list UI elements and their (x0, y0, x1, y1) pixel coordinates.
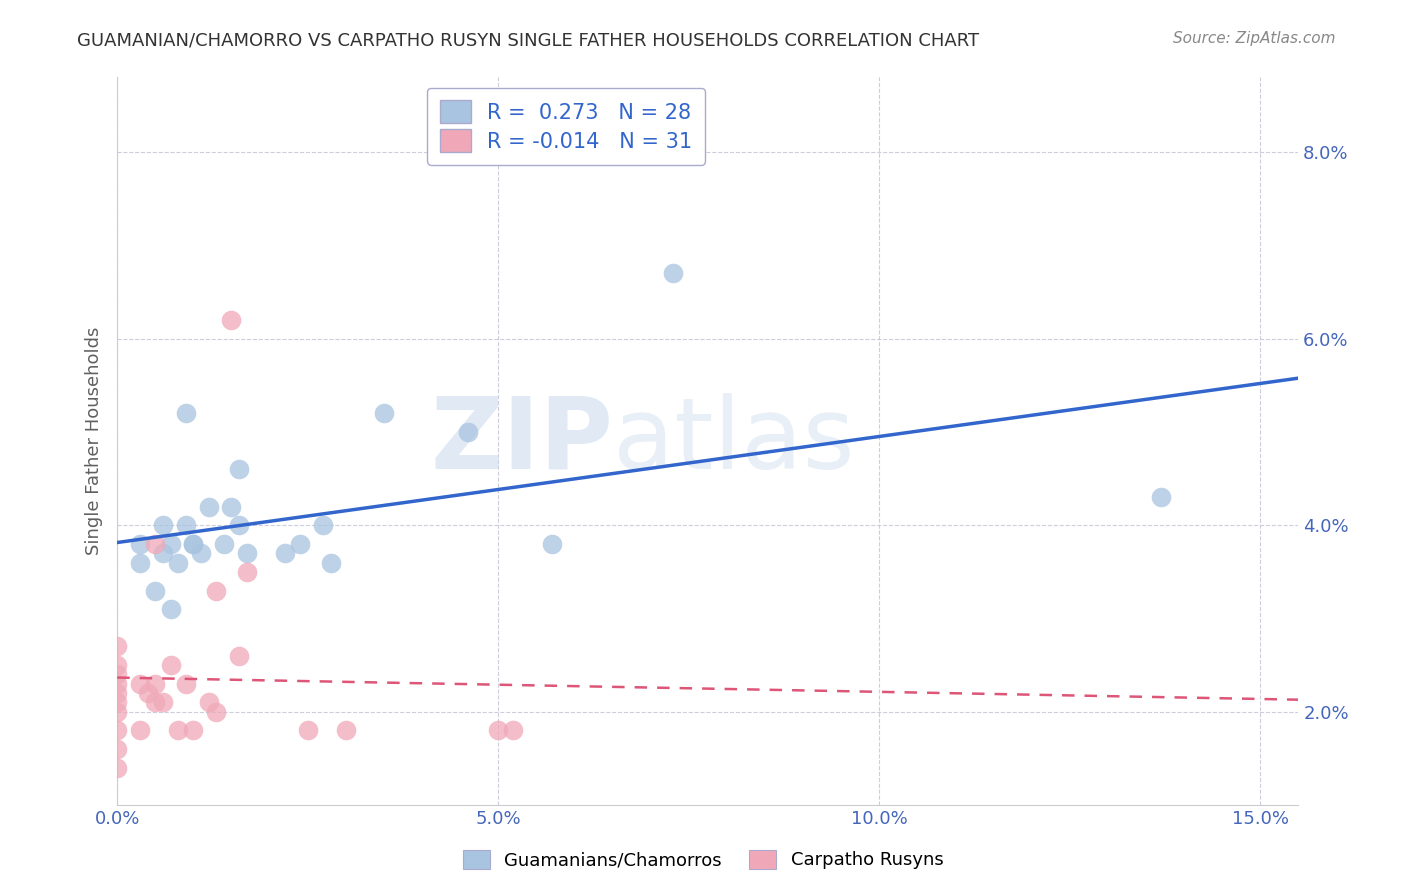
Point (129, 556, 152, 570)
Point (152, 546, 174, 560)
Point (228, 462, 250, 476)
Point (174, 518, 197, 533)
Point (105, 705, 128, 719)
Point (235, 546, 257, 560)
Legend: R =  0.273   N = 28, R = -0.014   N = 31: R = 0.273 N = 28, R = -0.014 N = 31 (427, 87, 704, 164)
Point (197, 500, 219, 514)
Point (105, 640, 128, 654)
Point (335, 723, 357, 738)
Point (129, 723, 152, 738)
Point (212, 537, 235, 551)
Point (228, 648, 250, 663)
Point (143, 677, 166, 691)
Point (159, 658, 181, 673)
Point (129, 677, 152, 691)
Point (183, 537, 205, 551)
Point (129, 537, 152, 551)
Text: GUAMANIAN/CHAMORRO VS CARPATHO RUSYN SINGLE FATHER HOUSEHOLDS CORRELATION CHART: GUAMANIAN/CHAMORRO VS CARPATHO RUSYN SIN… (77, 31, 980, 49)
Point (662, 266, 685, 280)
Point (1150, 490, 1173, 504)
Text: Source: ZipAtlas.com: Source: ZipAtlas.com (1173, 31, 1336, 46)
Text: atlas: atlas (613, 392, 855, 490)
Point (297, 723, 319, 738)
Point (486, 723, 509, 738)
Point (159, 537, 181, 551)
Point (174, 677, 197, 691)
Point (235, 565, 257, 579)
Point (373, 406, 395, 420)
Point (540, 537, 562, 551)
Point (105, 723, 128, 738)
Point (105, 696, 128, 710)
Point (167, 723, 190, 738)
Point (143, 583, 166, 598)
Point (205, 705, 228, 719)
Point (105, 658, 128, 673)
Point (136, 686, 159, 700)
Point (167, 556, 190, 570)
Point (205, 583, 228, 598)
Point (152, 696, 174, 710)
Point (105, 761, 128, 775)
Point (190, 546, 212, 560)
Point (143, 696, 166, 710)
Point (143, 537, 166, 551)
Point (105, 686, 128, 700)
Point (288, 537, 311, 551)
Point (221, 500, 243, 514)
Point (274, 546, 297, 560)
Point (228, 518, 250, 533)
Text: ZIP: ZIP (430, 392, 613, 490)
Point (183, 537, 205, 551)
Point (152, 518, 174, 533)
Point (221, 313, 243, 327)
Legend: Guamanians/Chamorros, Carpatho Rusyns: Guamanians/Chamorros, Carpatho Rusyns (454, 841, 952, 879)
Point (105, 677, 128, 691)
Point (105, 742, 128, 756)
Point (502, 723, 524, 738)
Point (159, 602, 181, 616)
Point (457, 425, 479, 439)
Point (312, 518, 335, 533)
Y-axis label: Single Father Households: Single Father Households (86, 327, 103, 556)
Point (105, 667, 128, 681)
Point (183, 723, 205, 738)
Point (174, 406, 197, 420)
Point (319, 556, 342, 570)
Point (197, 696, 219, 710)
